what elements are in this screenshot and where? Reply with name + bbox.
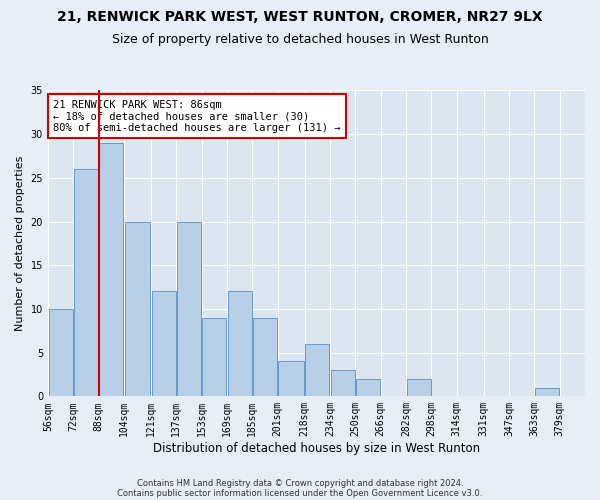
- Bar: [331, 370, 355, 396]
- Text: Contains HM Land Registry data © Crown copyright and database right 2024.: Contains HM Land Registry data © Crown c…: [137, 478, 463, 488]
- Text: Size of property relative to detached houses in West Runton: Size of property relative to detached ho…: [112, 32, 488, 46]
- Bar: [227, 292, 251, 397]
- Bar: [125, 222, 150, 396]
- Bar: [177, 222, 201, 396]
- Bar: [152, 292, 176, 397]
- Y-axis label: Number of detached properties: Number of detached properties: [15, 156, 25, 331]
- Bar: [356, 379, 380, 396]
- Bar: [99, 143, 124, 397]
- Bar: [49, 309, 73, 396]
- Bar: [305, 344, 329, 397]
- Bar: [202, 318, 226, 396]
- Text: Contains public sector information licensed under the Open Government Licence v3: Contains public sector information licen…: [118, 488, 482, 498]
- Bar: [253, 318, 277, 396]
- Bar: [278, 362, 304, 396]
- X-axis label: Distribution of detached houses by size in West Runton: Distribution of detached houses by size …: [153, 442, 480, 455]
- Text: 21, RENWICK PARK WEST, WEST RUNTON, CROMER, NR27 9LX: 21, RENWICK PARK WEST, WEST RUNTON, CROM…: [57, 10, 543, 24]
- Bar: [535, 388, 559, 396]
- Text: 21 RENWICK PARK WEST: 86sqm
← 18% of detached houses are smaller (30)
80% of sem: 21 RENWICK PARK WEST: 86sqm ← 18% of det…: [53, 100, 341, 133]
- Bar: [74, 169, 98, 396]
- Bar: [407, 379, 431, 396]
